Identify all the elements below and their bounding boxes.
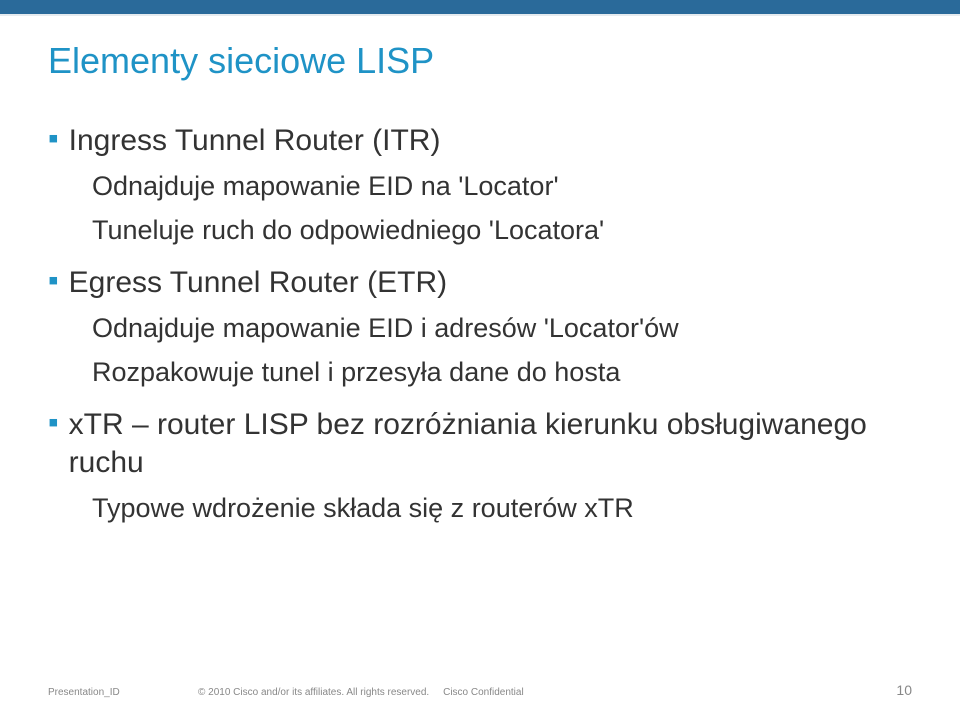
confidential-text: Cisco Confidential [443,687,524,698]
bullet-level1: ▪ xTR – router LISP bez rozróżniania kie… [48,406,912,482]
bullet-text: xTR – router LISP bez rozróżniania kieru… [69,406,912,482]
slide: Elementy sieciowe LISP ▪ Ingress Tunnel … [0,0,960,718]
bullet-text: Egress Tunnel Router (ETR) [69,264,447,302]
slide-content: Elementy sieciowe LISP ▪ Ingress Tunnel … [48,40,912,526]
bullet-square-icon: ▪ [48,122,59,156]
page-number: 10 [896,682,912,698]
slide-title: Elementy sieciowe LISP [48,40,912,82]
top-accent-band [0,0,960,14]
top-accent-line [0,14,960,16]
bullet-square-icon: ▪ [48,406,59,440]
bullet-text: Ingress Tunnel Router (ITR) [69,122,441,160]
bullet-square-icon: ▪ [48,264,59,298]
bullet-level2: Tuneluje ruch do odpowiedniego 'Locatora… [92,212,912,248]
bullet-level2: Rozpakowuje tunel i przesyła dane do hos… [92,354,912,390]
bullet-level1: ▪ Egress Tunnel Router (ETR) [48,264,912,302]
bullet-level2: Odnajduje mapowanie EID i adresów 'Locat… [92,310,912,346]
presentation-id: Presentation_ID [48,687,198,698]
slide-footer: Presentation_ID © 2010 Cisco and/or its … [48,682,912,698]
footer-copyright: © 2010 Cisco and/or its affiliates. All … [198,687,896,698]
bullet-level2: Odnajduje mapowanie EID na 'Locator' [92,168,912,204]
bullet-level2: Typowe wdrożenie składa się z routerów x… [92,490,912,526]
bullet-level1: ▪ Ingress Tunnel Router (ITR) [48,122,912,160]
copyright-text: © 2010 Cisco and/or its affiliates. All … [198,687,429,698]
